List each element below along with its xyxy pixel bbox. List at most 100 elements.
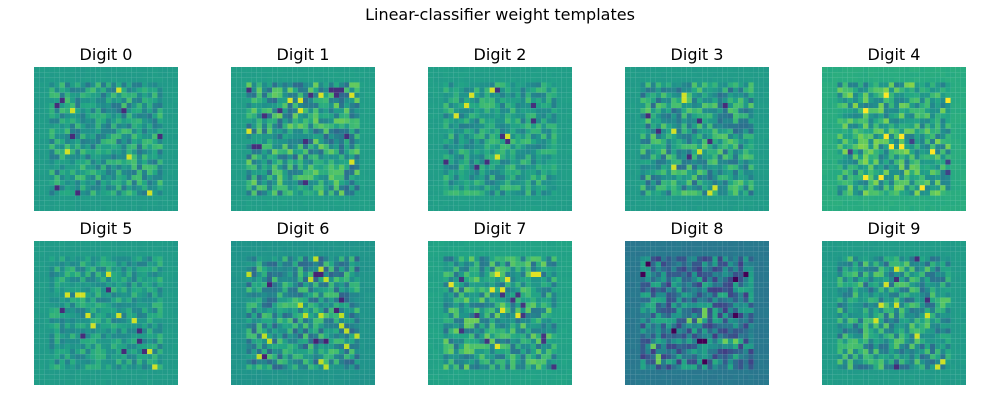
heatmap-cell bbox=[738, 175, 744, 181]
heatmap-cell bbox=[873, 175, 879, 181]
heatmap-cell bbox=[54, 128, 60, 134]
heatmap-cell bbox=[443, 190, 449, 196]
heatmap-cell bbox=[489, 195, 495, 201]
heatmap-cell bbox=[443, 139, 449, 145]
heatmap-cell bbox=[142, 302, 148, 308]
heatmap-cell bbox=[328, 118, 334, 124]
heatmap-cell bbox=[950, 67, 956, 73]
heatmap-cell bbox=[655, 139, 662, 145]
heatmap-cell bbox=[162, 241, 168, 247]
heatmap-cell bbox=[95, 195, 101, 201]
heatmap-cell bbox=[940, 128, 946, 134]
heatmap-cell bbox=[328, 175, 334, 181]
heatmap-cell bbox=[95, 82, 101, 88]
heatmap-cell bbox=[935, 149, 941, 155]
heatmap-cell bbox=[894, 169, 900, 176]
heatmap-cell bbox=[484, 97, 490, 104]
heatmap-cell bbox=[671, 87, 677, 93]
heatmap-cell bbox=[842, 200, 848, 206]
heatmap-cell bbox=[272, 108, 278, 114]
heatmap-cell bbox=[515, 123, 521, 129]
heatmap-cell bbox=[681, 113, 687, 119]
heatmap-cell bbox=[297, 205, 304, 211]
heatmap-cell bbox=[44, 200, 50, 206]
heatmap-cell bbox=[438, 195, 444, 201]
heatmap-cell bbox=[95, 108, 101, 114]
heatmap-cell bbox=[297, 123, 304, 129]
heatmap-cell bbox=[152, 354, 158, 360]
heatmap-cell bbox=[666, 87, 672, 93]
heatmap-cell bbox=[349, 82, 355, 88]
heatmap-cell bbox=[738, 144, 744, 150]
heatmap-cell bbox=[888, 128, 895, 134]
heatmap-cell bbox=[147, 128, 153, 134]
heatmap-cell bbox=[428, 67, 434, 73]
heatmap-cell bbox=[246, 277, 252, 283]
heatmap-cell bbox=[458, 190, 465, 196]
heatmap-cell bbox=[333, 97, 340, 104]
heatmap-cell bbox=[318, 67, 324, 73]
heatmap-cell bbox=[832, 123, 838, 129]
heatmap-cell bbox=[469, 195, 475, 201]
heatmap-cell bbox=[80, 159, 86, 165]
heatmap-cell bbox=[106, 354, 112, 360]
heatmap-cell bbox=[909, 118, 915, 124]
heatmap-cell bbox=[500, 103, 506, 109]
heatmap-cell bbox=[44, 97, 50, 104]
heatmap-cell bbox=[59, 379, 65, 385]
heatmap-cell bbox=[59, 144, 65, 150]
heatmap-cell bbox=[267, 133, 273, 140]
heatmap-cell bbox=[246, 261, 252, 267]
heatmap-cell bbox=[364, 144, 370, 150]
heatmap-cell bbox=[525, 72, 531, 78]
heatmap-cell bbox=[561, 159, 567, 165]
heatmap-cell bbox=[525, 205, 531, 211]
heatmap-cell bbox=[955, 200, 961, 206]
heatmap-cell bbox=[297, 139, 304, 145]
heatmap-cell bbox=[453, 200, 459, 206]
heatmap-cell bbox=[894, 72, 900, 78]
heatmap-cell bbox=[236, 113, 242, 119]
heatmap-cell bbox=[106, 323, 112, 329]
heatmap-cell bbox=[469, 149, 475, 155]
heatmap-cell bbox=[914, 185, 920, 191]
heatmap-cell bbox=[520, 72, 526, 78]
heatmap-cell bbox=[707, 103, 713, 109]
heatmap-cell bbox=[44, 266, 50, 272]
heatmap-cell bbox=[428, 164, 434, 170]
heatmap-cell bbox=[837, 118, 843, 124]
heatmap-cell bbox=[899, 77, 905, 83]
heatmap-cell bbox=[75, 338, 81, 344]
heatmap-cell bbox=[635, 108, 641, 114]
heatmap-cell bbox=[359, 277, 365, 283]
heatmap-cell bbox=[246, 185, 252, 191]
heatmap-cell bbox=[541, 108, 547, 114]
heatmap-cell bbox=[707, 144, 713, 150]
heatmap-cell bbox=[54, 343, 60, 350]
heatmap-cell bbox=[686, 164, 692, 170]
heatmap-cell bbox=[458, 103, 465, 109]
heatmap-cell bbox=[443, 77, 449, 83]
heatmap-cell bbox=[500, 144, 506, 150]
heatmap-cell bbox=[474, 82, 480, 88]
heatmap-cell bbox=[505, 159, 511, 165]
heatmap-cell bbox=[661, 67, 667, 73]
heatmap-cell bbox=[359, 113, 365, 119]
heatmap-cell bbox=[359, 128, 365, 134]
heatmap-cell bbox=[369, 185, 375, 191]
heatmap-cell bbox=[666, 103, 672, 109]
heatmap-cell bbox=[691, 108, 698, 114]
heatmap-cell bbox=[479, 154, 485, 160]
heatmap-cell bbox=[75, 246, 81, 252]
heatmap-cell bbox=[753, 108, 759, 114]
heatmap-cell bbox=[945, 123, 951, 129]
heatmap-cell bbox=[697, 82, 703, 88]
heatmap-cell bbox=[453, 113, 459, 119]
heatmap-cell bbox=[758, 97, 764, 104]
heatmap-cell bbox=[85, 133, 91, 140]
heatmap-cell bbox=[297, 277, 304, 283]
heatmap-cell bbox=[505, 185, 511, 191]
heatmap-cell bbox=[323, 128, 329, 134]
panel-digit-0: Digit 0 bbox=[34, 45, 178, 211]
heatmap-cell bbox=[935, 133, 941, 140]
